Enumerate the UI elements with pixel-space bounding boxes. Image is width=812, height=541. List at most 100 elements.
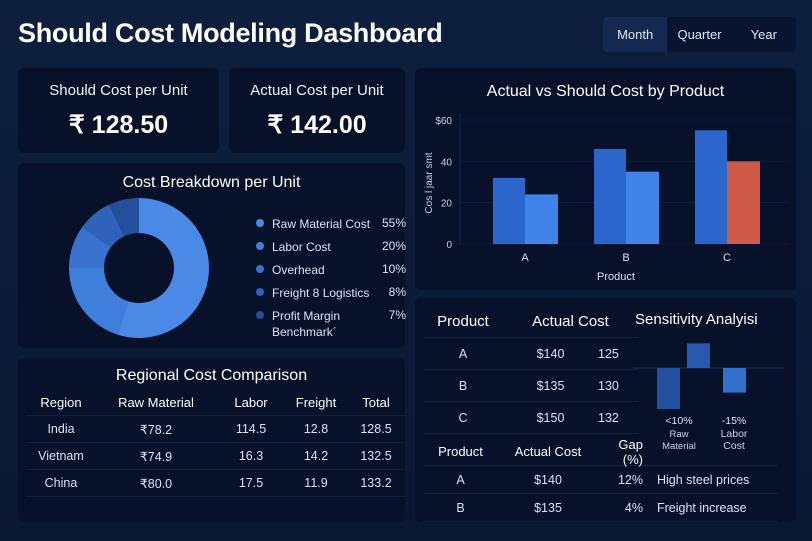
kpi-value: ₹ 142.00: [267, 111, 367, 139]
table-cell: 4%: [624, 500, 643, 515]
legend-label: Overhead: [272, 263, 325, 277]
table-cell: China: [44, 476, 78, 490]
table-cell: $135: [536, 378, 565, 393]
table-row: India ₹78.2 114.5 12.8 128.5: [26, 416, 406, 443]
sensitivity-pct: <10%: [665, 415, 692, 427]
y-tick-label: $60: [435, 116, 452, 127]
bar-series2-B: [626, 171, 659, 244]
sensitivity-bar: [657, 368, 680, 409]
period-quarter-button[interactable]: Quarter: [677, 27, 722, 42]
legend-pct: 7%: [388, 308, 406, 322]
table-cell: $140: [534, 472, 562, 487]
table-header: Product Actual Cost: [423, 306, 638, 338]
legend-item: Raw Material Cost 55%: [256, 216, 406, 232]
donut-chart: [69, 198, 209, 338]
table-cell: C: [458, 410, 468, 425]
table-cell: ₹78.2: [139, 422, 173, 437]
page-title: Should Cost Modeling Dashboard: [18, 18, 443, 48]
table-cell: B: [456, 500, 465, 515]
table-row: A $140 125: [423, 338, 638, 370]
column-header: Product: [437, 313, 489, 330]
table-row: C $150 132: [423, 402, 638, 434]
bar-chart-card: Actual vs Should Cost by Product 0 20 40 $6…: [415, 68, 796, 290]
bar-series2-C: [727, 161, 760, 244]
table-cell: ₹74.9: [139, 449, 173, 464]
sensitivity-title: Sensitivity Analyisi: [635, 311, 758, 328]
table-row: B $135 130: [423, 370, 638, 402]
kpi-label: Should Cost per Unit: [49, 82, 188, 99]
breakdown-card: Cost Breakdown per Unit Raw Material Cos…: [18, 163, 406, 348]
donut-slice: [69, 226, 111, 268]
column-header: Labor: [234, 394, 268, 410]
table-cell: A: [456, 472, 465, 487]
sensitivity-bar: [723, 368, 746, 393]
table-cell: 11.9: [304, 476, 328, 490]
y-tick-label: 0: [446, 240, 452, 251]
kpi-value: ₹ 128.50: [68, 111, 169, 139]
legend-dot-icon: [256, 265, 264, 273]
kpi-label: Actual Cost per Unit: [250, 82, 384, 99]
table-row: China ₹80.0 17.5 11.9 133.2: [26, 470, 406, 497]
table-cell: 130: [598, 378, 619, 393]
table-cell: 125: [598, 346, 619, 361]
table-cell: 128.5: [360, 422, 392, 436]
table-row: B $135 4% Freight increase: [423, 494, 778, 522]
legend-label: Profit Margin Benchmark´: [272, 309, 341, 340]
legend-dot-icon: [256, 288, 264, 296]
table-cell: 12.8: [303, 422, 329, 436]
bar-series1-C: [695, 130, 727, 244]
legend-dot-icon: [256, 311, 264, 319]
table-cell: 12%: [617, 472, 643, 487]
period-month-button[interactable]: Month: [603, 17, 668, 52]
column-header: Gap (%): [618, 436, 643, 467]
donut-slice: [82, 204, 125, 248]
legend-label: Labor Cost: [272, 240, 331, 254]
y-tick-label: 40: [441, 157, 453, 168]
column-header: Raw Material: [118, 394, 194, 410]
period-year-button[interactable]: Year: [750, 27, 777, 42]
y-axis-label: Cos l jaar smt: [424, 152, 435, 213]
table-cell: 133.2: [360, 476, 392, 490]
table-cell: Freight increase: [657, 500, 747, 515]
table-cell: 114.5: [235, 422, 267, 436]
table-row: A $140 12% High steel prices: [423, 466, 778, 494]
x-tick-label: B: [622, 252, 629, 264]
table-cell: 16.3: [238, 449, 264, 463]
legend-dot-icon: [256, 242, 264, 250]
table-cell: 14.2: [303, 449, 329, 463]
column-header: Total: [362, 394, 390, 410]
legend-item: Profit Margin Benchmark´ 7%: [256, 308, 406, 340]
table-cell: 132.5: [360, 449, 392, 463]
sensitivity-pct: -15%: [722, 415, 747, 427]
legend-label: Freight 8 Logistics: [272, 286, 370, 300]
y-tick-label: 20: [441, 199, 453, 210]
product-analysis-card: Product Actual Cost A $140 125 B $135 130 C $150 1…: [415, 298, 796, 522]
sensitivity-label: Cost: [723, 440, 745, 452]
table-cell: $140: [536, 346, 565, 361]
x-axis-label: Product: [597, 271, 635, 283]
x-tick-label: C: [723, 252, 731, 264]
period-toggle: Month Quarter Year: [603, 17, 796, 52]
legend-pct: 10%: [381, 262, 406, 276]
bar-chart: 0 20 40 $60 Cos l jaar smt A B C Product: [424, 113, 787, 283]
column-header: Actual Cost: [514, 444, 582, 459]
table-row: Vietnam ₹74.9 16.3 14.2 132.5: [26, 443, 406, 470]
breakdown-title: Cost Breakdown per Unit: [122, 174, 301, 191]
sensitivity-label: Labor: [721, 428, 748, 440]
actual-cost-card: Actual Cost per Unit ₹ 142.00: [229, 68, 405, 153]
donut-slice: [109, 198, 139, 237]
table-cell: A: [458, 346, 468, 361]
donut-slice: [69, 268, 129, 335]
table-header: Product Actual Cost Gap (%): [423, 436, 778, 467]
donut-slice: [117, 198, 209, 338]
bar-series1-B: [594, 148, 626, 244]
column-header: Region: [40, 394, 82, 410]
column-header: Freight: [295, 394, 337, 410]
table-cell: High steel prices: [657, 472, 750, 487]
legend-dot-icon: [256, 219, 264, 227]
legend-pct: 20%: [381, 239, 406, 253]
legend-pct: 8%: [388, 285, 406, 299]
sensitivity-label: Material: [662, 441, 696, 452]
sensitivity-label: Raw: [669, 429, 688, 440]
